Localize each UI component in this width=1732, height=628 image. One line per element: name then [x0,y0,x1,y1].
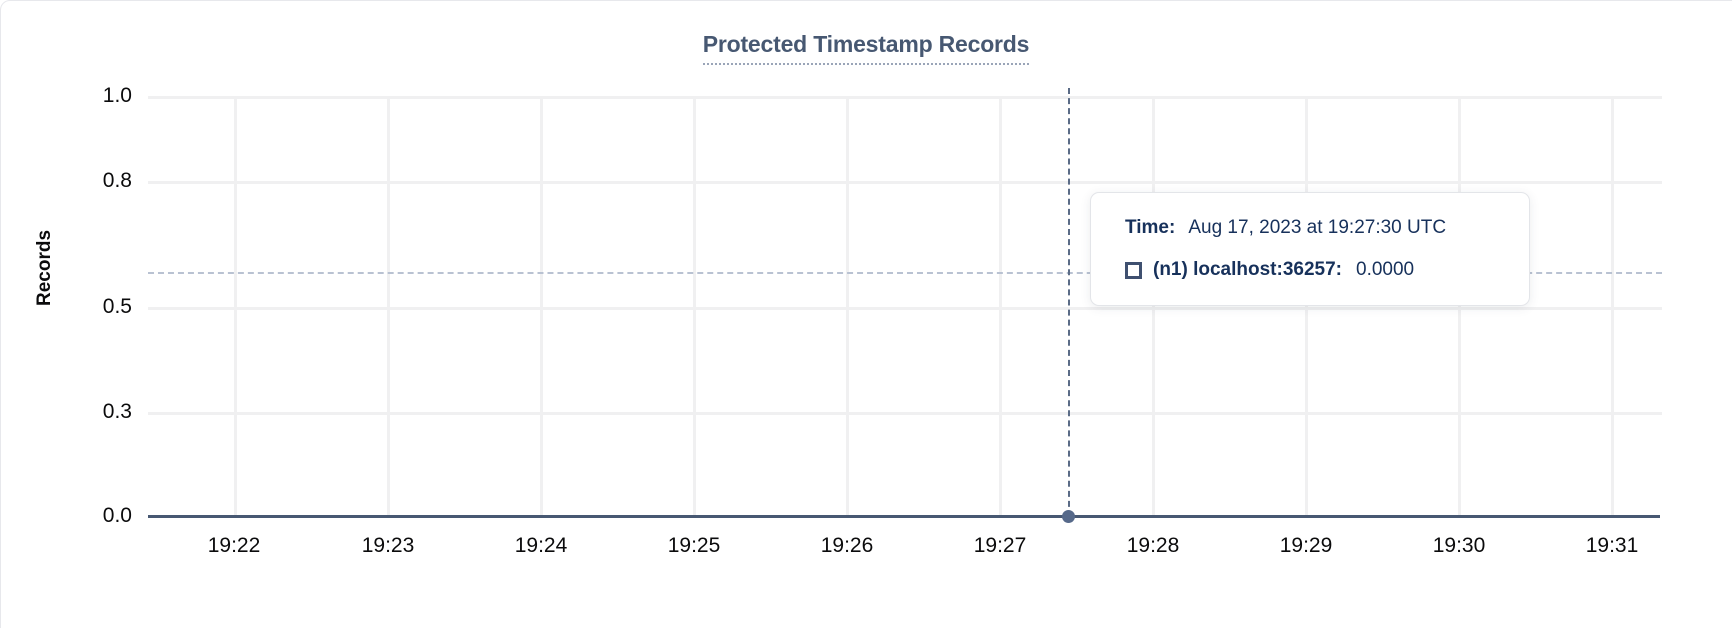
x-tick-label: 19:23 [361,534,415,557]
y-tick-label: 0.5 [102,295,132,318]
page-title[interactable]: Protected Timestamp Records [702,30,1029,65]
gridline-vertical [1611,96,1614,517]
gridline-horizontal [148,181,1662,184]
tooltip-series-value: 0.0000 [1356,259,1415,280]
gridline-horizontal [148,96,1662,99]
plot-area[interactable] [148,88,1662,523]
gridline-vertical [693,96,696,517]
x-tick-label: 19:22 [207,534,261,557]
x-tick-label: 19:24 [514,534,568,557]
gridline-vertical [999,96,1002,517]
gridline-vertical [1458,96,1461,517]
gridline-vertical [1152,96,1155,517]
crosshair-vertical-line [1068,88,1070,517]
series-line-n1-localhost-36257 [148,515,1660,518]
x-tick-label: 19:28 [1126,534,1180,557]
gridline-vertical [846,96,849,517]
chart-title-container: Protected Timestamp Records [0,30,1732,65]
y-tick-label: 0.8 [102,169,132,192]
gridline-vertical [1305,96,1308,517]
y-tick-label: 0.0 [102,504,132,527]
gridline-vertical [540,96,543,517]
y-tick-label: 0.3 [102,400,132,423]
x-tick-label: 19:26 [820,534,874,557]
tooltip-time-row: Time: Aug 17, 2023 at 19:27:30 UTC [1125,217,1499,239]
cursor-data-point[interactable] [1062,510,1075,523]
gridline-horizontal [148,412,1662,415]
x-tick-label: 19:30 [1432,534,1486,557]
tooltip-series-label: (n1) localhost:36257: [1153,259,1342,280]
gridline-vertical [234,96,237,517]
chart-tooltip: Time: Aug 17, 2023 at 19:27:30 UTC (n1) … [1090,192,1530,306]
gridline-horizontal [148,307,1662,310]
tooltip-series-row: (n1) localhost:36257: 0.0000 [1125,259,1499,281]
gridline-vertical [387,96,390,517]
x-tick-label: 19:29 [1279,534,1333,557]
legend-square-icon [1125,261,1142,279]
tooltip-time-label: Time: [1125,217,1176,238]
x-tick-label: 19:25 [667,534,721,557]
x-tick-label: 19:27 [973,534,1027,557]
tooltip-time-value: Aug 17, 2023 at 19:27:30 UTC [1188,217,1447,238]
y-tick-label: 1.0 [102,84,132,107]
reference-line [148,272,1662,274]
x-tick-label: 19:31 [1585,534,1639,557]
